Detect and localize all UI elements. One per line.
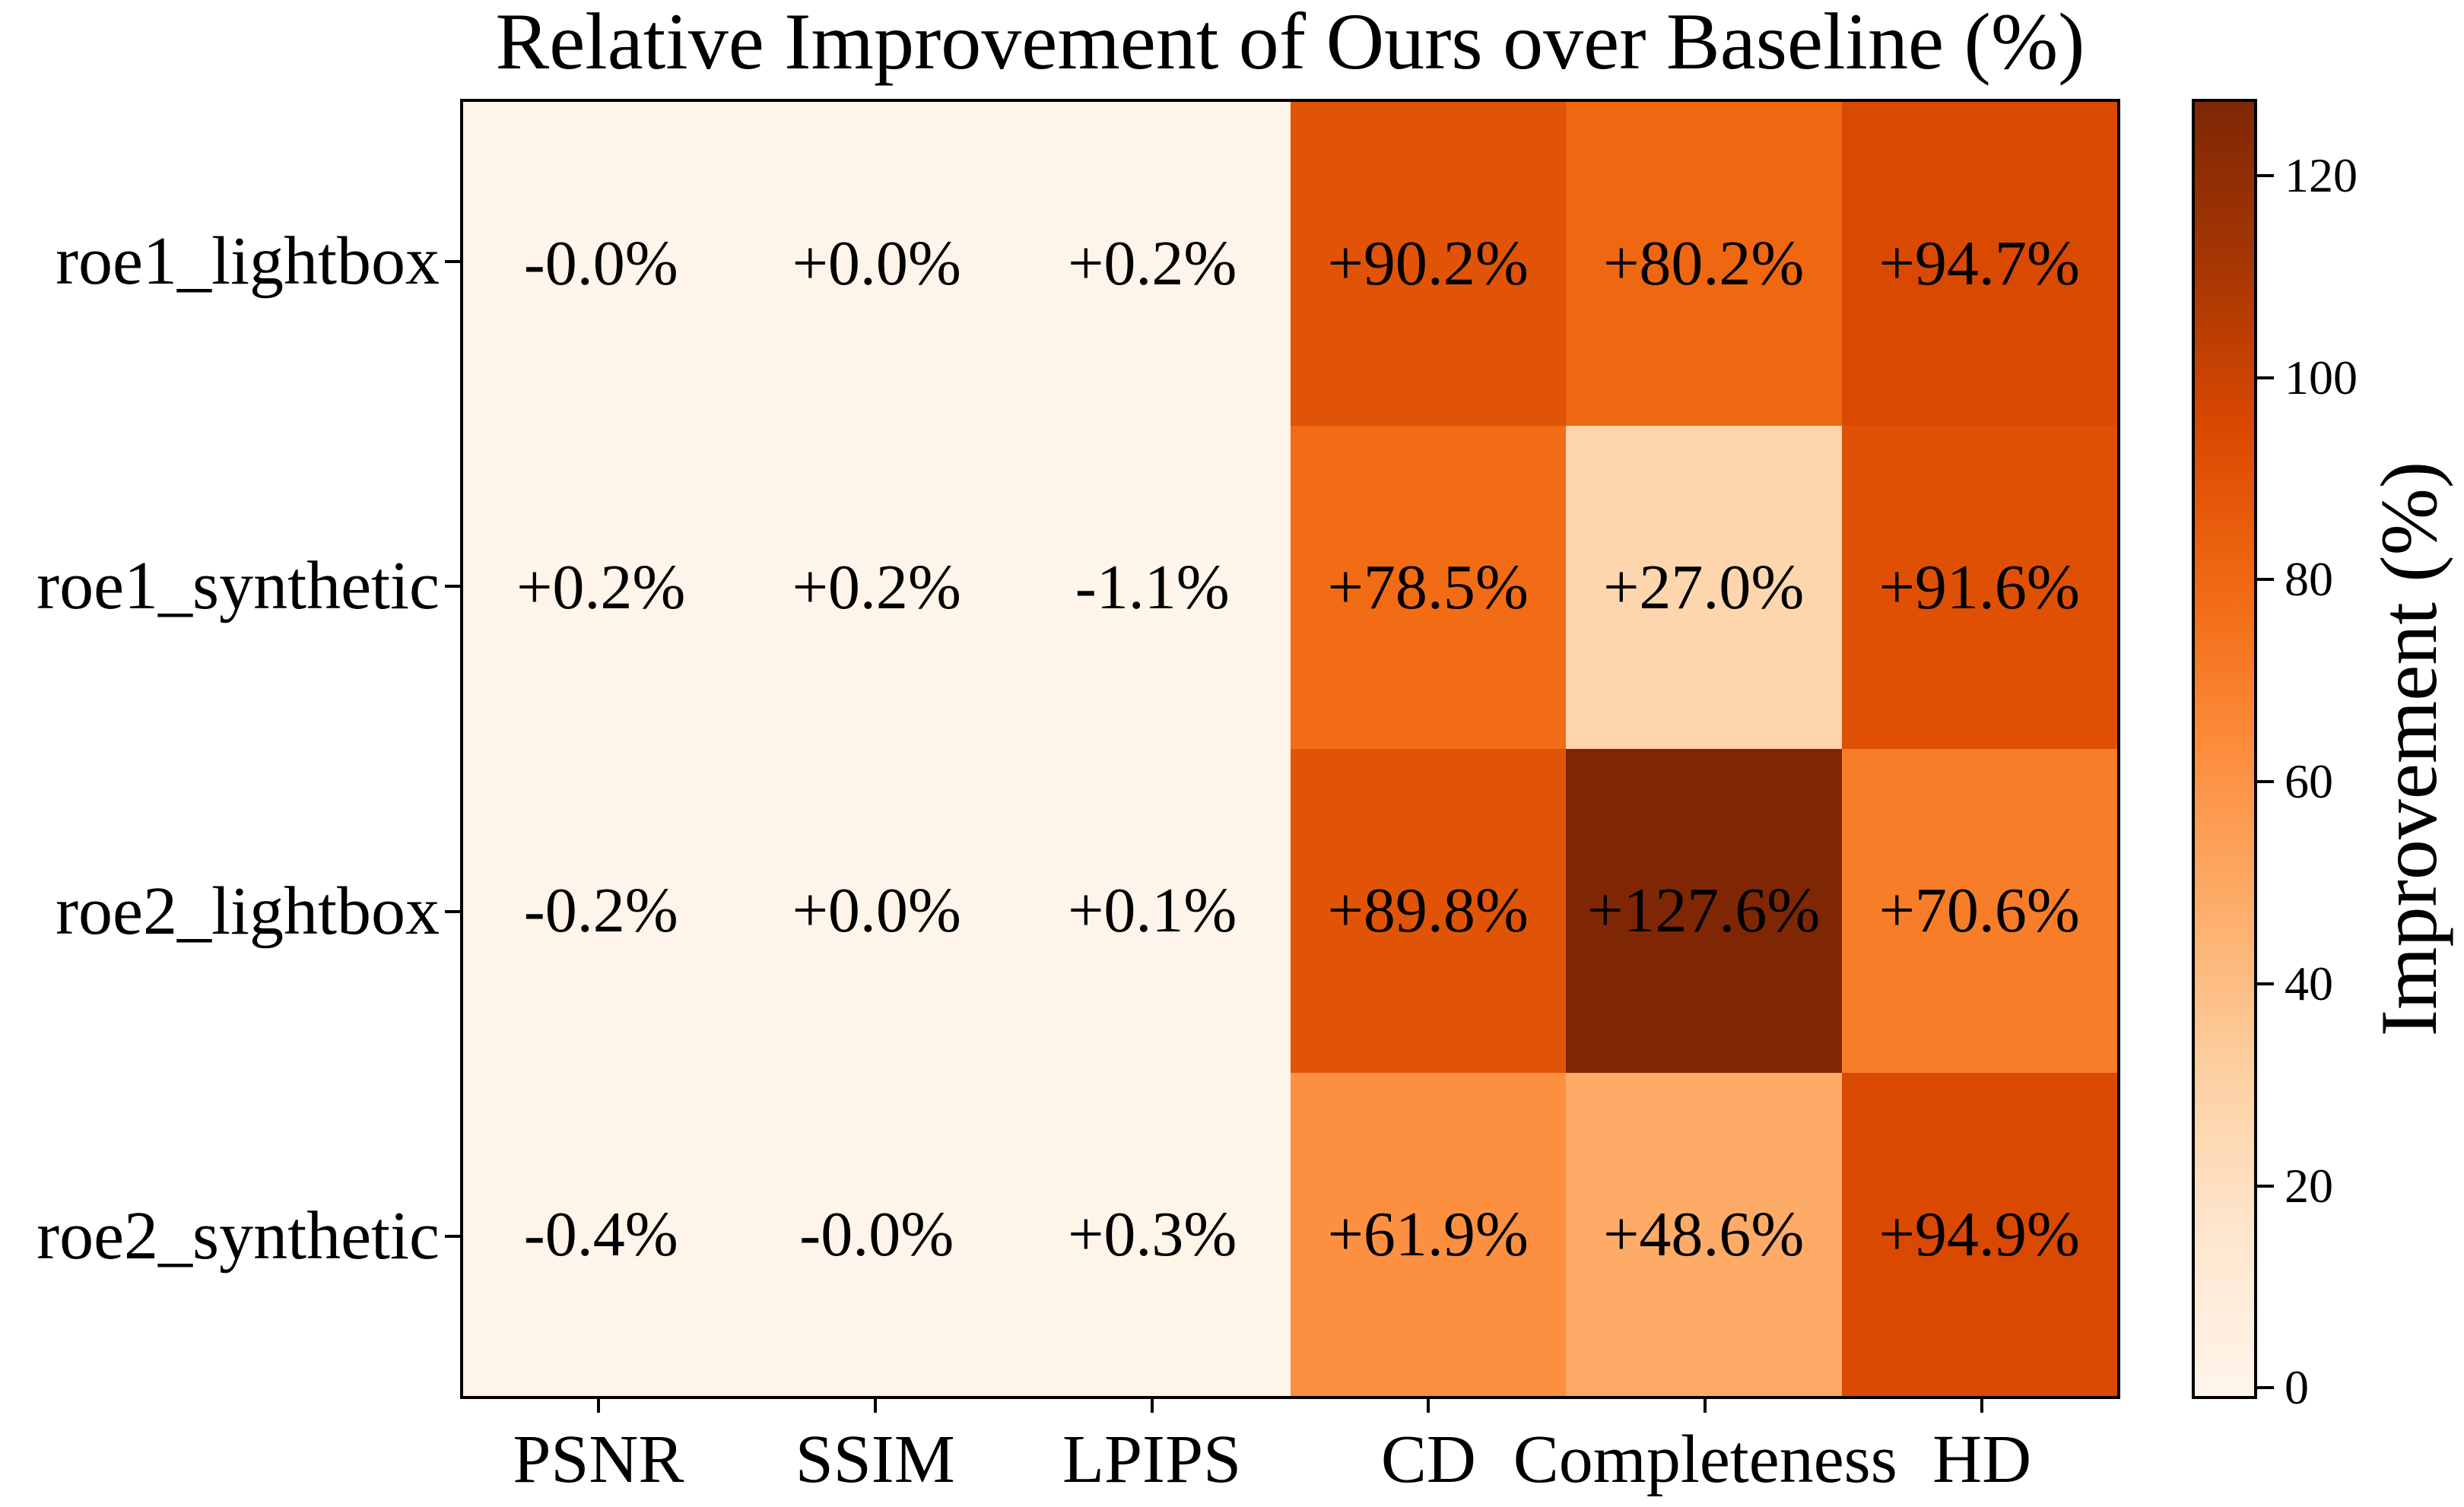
cell-value-label: +94.9%	[1878, 1198, 2080, 1270]
heatmap-cell: -0.0%	[463, 102, 739, 426]
cell-value-label: +0.2%	[1068, 228, 1237, 300]
heatmap-cell: -1.1%	[1014, 425, 1291, 749]
y-tick-mark	[445, 585, 460, 589]
chart-title: Relative Improvement of Ours over Baseli…	[495, 0, 2085, 86]
column-label: HD	[1932, 1422, 2032, 1497]
heatmap-cell: +0.0%	[738, 102, 1014, 426]
heatmap-cell: +27.0%	[1566, 425, 1842, 749]
cell-value-label: +0.0%	[792, 228, 961, 300]
y-tick-mark	[445, 259, 460, 263]
x-tick-mark	[1150, 1399, 1154, 1413]
cell-value-label: +127.6%	[1587, 875, 1821, 947]
heatmap-cell: +91.6%	[1841, 425, 2117, 749]
colorbar-tick-label: 0	[2285, 1360, 2309, 1415]
cell-value-label: +91.6%	[1878, 551, 2080, 623]
colorbar-tick-label: 120	[2285, 148, 2358, 202]
cell-value-label: +0.3%	[1068, 1198, 1237, 1270]
cell-value-label: +89.8%	[1327, 875, 1529, 947]
cell-value-label: -0.0%	[799, 1198, 954, 1270]
x-tick-mark	[1704, 1399, 1707, 1413]
heatmap-cell: -0.4%	[463, 1072, 739, 1396]
colorbar-tick-mark	[2257, 1184, 2274, 1188]
cell-value-label: +70.6%	[1878, 875, 2080, 947]
cell-value-label: +0.0%	[792, 875, 961, 947]
heatmap-cell: +89.8%	[1290, 749, 1566, 1073]
cell-value-label: +80.2%	[1603, 228, 1805, 300]
cell-value-label: -0.2%	[523, 875, 678, 947]
column-label: LPIPS	[1062, 1422, 1242, 1497]
heatmap-cell: +70.6%	[1841, 749, 2117, 1073]
column-label: CD	[1380, 1422, 1476, 1497]
heatmap-grid: -0.0% +0.0% +0.2% +90.2% +80.2% +94.7% +0.2% +0…	[460, 99, 2120, 1399]
heatmap-cell: +61.9%	[1290, 1072, 1566, 1396]
cell-value-label: +27.0%	[1603, 551, 1805, 623]
colorbar-tick-mark	[2257, 1386, 2274, 1390]
heatmap-cell: +0.2%	[1014, 102, 1291, 426]
colorbar-gradient	[2192, 99, 2257, 1399]
colorbar-tick-label: 40	[2285, 956, 2333, 1010]
colorbar-tick-mark	[2257, 982, 2274, 985]
cell-value-label: -0.0%	[523, 228, 678, 300]
cell-value-label: -0.4%	[523, 1198, 678, 1270]
cell-value-label: +48.6%	[1603, 1198, 1805, 1270]
colorbar-tick-label: 100	[2285, 350, 2358, 405]
row-label: roe1_lightbox	[56, 223, 440, 299]
cell-value-label: +0.1%	[1068, 875, 1237, 947]
column-label: Completeness	[1513, 1422, 1897, 1497]
heatmap-cell: +0.1%	[1014, 749, 1291, 1073]
column-label: SSIM	[795, 1422, 955, 1497]
heatmap-cell: -0.2%	[463, 749, 739, 1073]
cell-value-label: +61.9%	[1327, 1198, 1529, 1270]
cell-value-label: -1.1%	[1075, 551, 1230, 623]
heatmap-cell: +0.2%	[738, 425, 1014, 749]
heatmap-cell: +94.7%	[1841, 102, 2117, 426]
colorbar-axis-label: Improvement (%)	[2364, 461, 2453, 1037]
colorbar-tick-label: 80	[2285, 552, 2333, 607]
colorbar-tick-mark	[2257, 578, 2274, 582]
x-tick-mark	[1427, 1399, 1430, 1413]
heatmap-cell: +94.9%	[1841, 1072, 2117, 1396]
row-label: roe1_synthetic	[37, 548, 440, 624]
x-tick-mark	[1980, 1399, 1984, 1413]
colorbar-tick-mark	[2257, 780, 2274, 784]
heatmap-cell: +0.3%	[1014, 1072, 1291, 1396]
heatmap-cell: -0.0%	[738, 1072, 1014, 1396]
heatmap-cell: +127.6%	[1566, 749, 1842, 1073]
colorbar-tick-mark	[2257, 173, 2274, 177]
heatmap-cell: +0.0%	[738, 749, 1014, 1073]
cell-value-label: +90.2%	[1327, 228, 1529, 300]
cell-value-label: +78.5%	[1327, 551, 1529, 623]
heatmap-cell: +0.2%	[463, 425, 739, 749]
heatmap-cell: +48.6%	[1566, 1072, 1842, 1396]
colorbar-tick-label: 60	[2285, 754, 2333, 809]
colorbar-tick-label: 20	[2285, 1158, 2333, 1213]
column-label: PSNR	[513, 1422, 684, 1497]
row-label: roe2_synthetic	[37, 1198, 440, 1274]
cell-value-label: +0.2%	[516, 551, 686, 623]
x-tick-mark	[873, 1399, 877, 1413]
y-tick-mark	[445, 909, 460, 913]
row-label: roe2_lightbox	[56, 873, 440, 949]
heatmap-cell: +78.5%	[1290, 425, 1566, 749]
cell-value-label: +0.2%	[792, 551, 961, 623]
x-tick-mark	[596, 1399, 600, 1413]
colorbar-tick-mark	[2257, 376, 2274, 379]
cell-value-label: +94.7%	[1878, 228, 2080, 300]
heatmap-cell: +90.2%	[1290, 102, 1566, 426]
heatmap-cell: +80.2%	[1566, 102, 1842, 426]
y-tick-mark	[445, 1235, 460, 1239]
